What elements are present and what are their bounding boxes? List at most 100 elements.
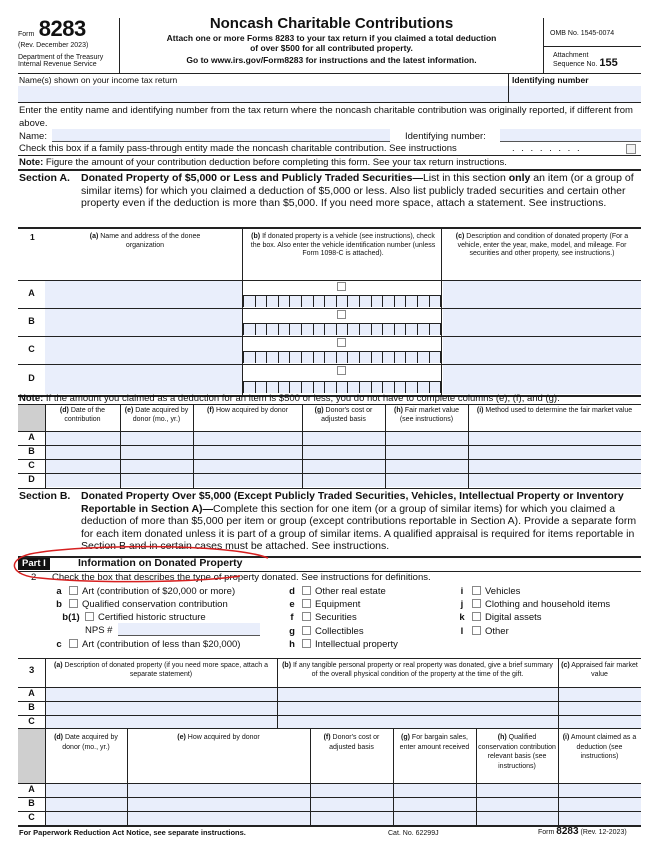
cell-input[interactable] — [278, 688, 558, 701]
cell-input[interactable] — [394, 812, 476, 825]
cell-input[interactable] — [128, 798, 310, 811]
cell-input[interactable] — [194, 432, 302, 445]
cell-input[interactable] — [469, 432, 641, 445]
property-type-option[interactable]: d Other real estate — [289, 586, 386, 597]
cell-input[interactable] — [303, 446, 385, 459]
cell-input[interactable] — [559, 716, 641, 729]
vehicle-checkbox[interactable] — [337, 338, 346, 347]
vin-input[interactable] — [243, 323, 442, 335]
cell-input[interactable] — [128, 784, 310, 797]
checkbox[interactable] — [472, 599, 481, 608]
passthrough-checkbox[interactable] — [626, 144, 636, 154]
cell-input[interactable] — [194, 446, 302, 459]
cell-input[interactable] — [303, 460, 385, 473]
checkbox[interactable] — [302, 626, 311, 635]
cell-input[interactable] — [194, 474, 302, 487]
cell-input[interactable] — [46, 784, 127, 797]
donee-name-input[interactable] — [45, 281, 242, 308]
cell-input[interactable] — [477, 812, 558, 825]
property-type-option[interactable]: b Qualified conservation contribution — [56, 599, 228, 610]
checkbox[interactable] — [472, 586, 481, 595]
cell-input[interactable] — [469, 474, 641, 487]
property-description-input[interactable] — [443, 365, 641, 394]
cell-input[interactable] — [46, 474, 120, 487]
donee-name-input[interactable] — [45, 309, 242, 336]
checkbox[interactable] — [69, 599, 78, 608]
cell-input[interactable] — [311, 812, 393, 825]
cell-input[interactable] — [128, 812, 310, 825]
cell-input[interactable] — [46, 432, 120, 445]
cell-input[interactable] — [46, 446, 120, 459]
property-description-input[interactable] — [443, 337, 641, 364]
cell-input[interactable] — [386, 460, 468, 473]
cell-input[interactable] — [386, 432, 468, 445]
cell-input[interactable] — [303, 432, 385, 445]
cell-input[interactable] — [559, 688, 641, 701]
property-type-option[interactable]: e Equipment — [289, 599, 361, 610]
checkbox[interactable] — [302, 599, 311, 608]
name-input[interactable] — [18, 86, 508, 102]
cell-input[interactable] — [559, 702, 641, 715]
checkbox[interactable] — [302, 612, 311, 621]
vin-input[interactable] — [243, 381, 442, 393]
cell-input[interactable] — [303, 474, 385, 487]
property-type-option[interactable]: l Other — [460, 626, 509, 637]
checkbox[interactable] — [85, 612, 94, 621]
property-description-input[interactable] — [443, 309, 641, 336]
vin-input[interactable] — [243, 295, 442, 307]
entity-id-input[interactable] — [500, 129, 641, 142]
cell-input[interactable] — [121, 432, 193, 445]
donee-name-input[interactable] — [45, 365, 242, 394]
property-type-option[interactable]: g Collectibles — [289, 626, 364, 637]
cell-input[interactable] — [477, 784, 558, 797]
cell-input[interactable] — [278, 702, 558, 715]
cell-input[interactable] — [46, 812, 127, 825]
cell-input[interactable] — [559, 784, 641, 797]
subtitle-3[interactable]: Go to www.irs.gov/Form8283 for instructi… — [186, 55, 477, 65]
cell-input[interactable] — [477, 798, 558, 811]
cell-input[interactable] — [46, 460, 120, 473]
cell-input[interactable] — [46, 798, 127, 811]
cell-input[interactable] — [194, 460, 302, 473]
vin-input[interactable] — [243, 351, 442, 363]
checkbox[interactable] — [69, 586, 78, 595]
checkbox[interactable] — [69, 639, 78, 648]
property-type-option[interactable]: a Art (contribution of $20,000 or more) — [56, 586, 236, 597]
vehicle-checkbox[interactable] — [337, 310, 346, 319]
cell-input[interactable] — [46, 702, 277, 715]
cell-input[interactable] — [559, 812, 641, 825]
cell-input[interactable] — [121, 474, 193, 487]
property-type-option[interactable]: b(1) Certified historic structure — [62, 612, 206, 623]
property-type-option[interactable]: j Clothing and household items — [460, 599, 611, 610]
cell-input[interactable] — [46, 716, 277, 729]
property-type-option[interactable]: i Vehicles — [460, 586, 521, 597]
cell-input[interactable] — [121, 446, 193, 459]
property-type-option[interactable]: h Intellectual property — [289, 639, 398, 650]
property-type-option[interactable]: c Art (contribution of less than $20,000) — [56, 639, 241, 650]
property-type-option[interactable]: f Securities — [290, 612, 357, 623]
cell-input[interactable] — [469, 460, 641, 473]
cell-input[interactable] — [559, 798, 641, 811]
cell-input[interactable] — [394, 798, 476, 811]
cell-input[interactable] — [311, 784, 393, 797]
cell-input[interactable] — [121, 460, 193, 473]
donee-name-input[interactable] — [45, 337, 242, 364]
property-type-option[interactable]: k Digital assets — [459, 612, 542, 623]
vehicle-checkbox[interactable] — [337, 366, 346, 375]
checkbox[interactable] — [472, 612, 481, 621]
checkbox[interactable] — [302, 639, 311, 648]
cell-input[interactable] — [278, 716, 558, 729]
identifying-number-input[interactable] — [509, 86, 641, 102]
cell-input[interactable] — [469, 446, 641, 459]
checkbox[interactable] — [472, 626, 481, 635]
cell-input[interactable] — [46, 688, 277, 701]
cell-input[interactable] — [394, 784, 476, 797]
property-description-input[interactable] — [443, 281, 641, 308]
cell-input[interactable] — [311, 798, 393, 811]
entity-name-input[interactable] — [52, 129, 390, 142]
nps-input[interactable] — [118, 623, 260, 636]
cell-input[interactable] — [386, 474, 468, 487]
cell-input[interactable] — [386, 446, 468, 459]
vehicle-checkbox[interactable] — [337, 282, 346, 291]
checkbox[interactable] — [302, 586, 311, 595]
